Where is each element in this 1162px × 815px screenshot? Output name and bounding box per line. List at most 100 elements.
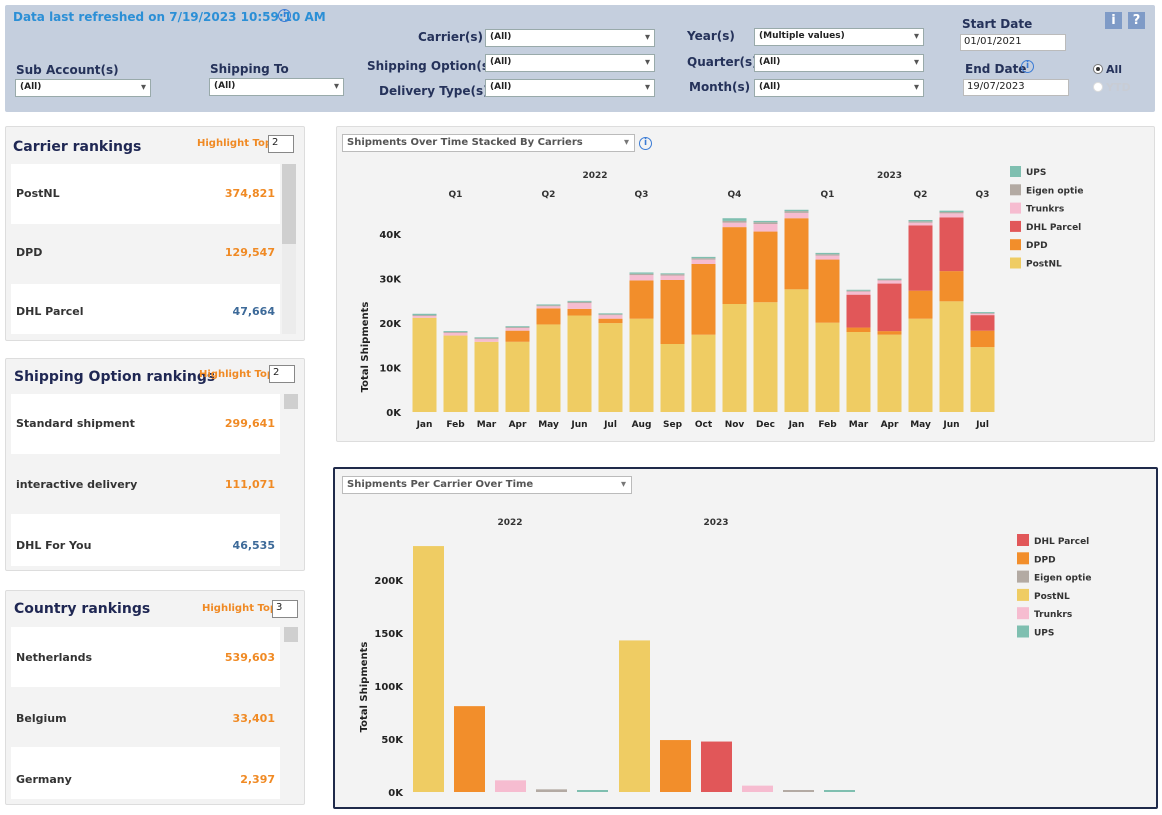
chart-type-select-2[interactable]: Shipments Per Carrier Over Time	[342, 476, 632, 494]
bar-segment	[474, 337, 499, 339]
bar-segment	[505, 341, 530, 412]
country-highlight-input[interactable]: 3	[272, 600, 298, 618]
country-rankings-panel: Country rankings Highlight Top 3 Netherl…	[5, 590, 305, 805]
legend-label: Trunkrs	[1034, 610, 1072, 620]
quarter-label: Q4	[728, 190, 742, 200]
scrollbar[interactable]	[282, 164, 296, 334]
scrollbar[interactable]	[284, 627, 298, 799]
delivery-type-select[interactable]: (All)	[485, 79, 655, 97]
sub-account-select[interactable]: (All)	[15, 79, 151, 97]
shipping-highlight-input[interactable]: 2	[269, 365, 295, 383]
radio-all[interactable]: All	[1093, 63, 1122, 76]
legend-swatch	[1017, 607, 1029, 620]
scroll-thumb[interactable]	[284, 394, 298, 409]
legend-swatch	[1017, 534, 1029, 546]
y-tick-label: 150K	[374, 629, 404, 640]
ranking-name: DHL For You	[16, 539, 92, 552]
bar-segment	[474, 341, 499, 412]
carrier-select[interactable]: (All)	[485, 29, 655, 47]
list-item[interactable]: DPD 129,547	[11, 224, 280, 284]
chart-info-icon[interactable]: i	[639, 137, 652, 150]
list-item[interactable]: Belgium 33,401	[11, 687, 280, 747]
list-item[interactable]: DHL For You 46,535	[11, 514, 280, 566]
bar-segment	[939, 212, 964, 214]
x-tick-label: May	[538, 420, 559, 430]
end-date-info-icon[interactable]: i	[1021, 60, 1034, 73]
carrier-label: Carrier(s)	[418, 30, 484, 44]
ranking-name: interactive delivery	[16, 478, 138, 491]
legend-label: UPS	[1026, 168, 1046, 178]
y-tick-label: 40K	[379, 230, 402, 241]
bar-segment	[877, 283, 902, 332]
bar-segment	[443, 331, 468, 332]
bar	[783, 790, 814, 792]
ranking-name: Netherlands	[16, 651, 93, 664]
list-item[interactable]: Standard shipment 299,641	[11, 394, 280, 454]
bar-segment	[598, 313, 623, 315]
bar-segment	[443, 332, 468, 336]
year-select[interactable]: (Multiple values)	[754, 28, 924, 46]
y-tick-label: 200K	[374, 576, 404, 587]
bar	[577, 790, 608, 792]
quarter-label: Q1	[449, 190, 463, 200]
list-item[interactable]: Netherlands 539,603	[11, 627, 280, 687]
month-select[interactable]: (All)	[754, 79, 924, 97]
y-axis-label: Total Shipments	[360, 302, 371, 393]
list-item[interactable]: interactive delivery 111,071	[11, 454, 280, 514]
bar-segment	[970, 313, 995, 316]
scrollbar[interactable]	[284, 394, 298, 566]
carrier-highlight-input[interactable]: 2	[268, 135, 294, 153]
shipping-highlight-label: Highlight Top	[199, 369, 274, 380]
bar-segment	[598, 318, 623, 324]
y-tick-label: 0K	[386, 408, 402, 419]
bar-segment	[474, 338, 499, 340]
x-tick-label: Mar	[477, 420, 497, 430]
bar-segment	[753, 224, 778, 232]
quarter-select[interactable]: (All)	[754, 54, 924, 72]
bar-segment	[412, 313, 437, 316]
bar-segment	[629, 318, 654, 412]
x-tick-label: Jul	[603, 420, 617, 430]
chart-type-select[interactable]: Shipments Over Time Stacked By Carriers	[342, 134, 635, 152]
carrier-rankings-panel: Carrier rankings Highlight Top 2 PostNL …	[5, 126, 305, 341]
bar-segment	[753, 231, 778, 303]
help-button[interactable]: ?	[1128, 12, 1145, 29]
legend-label: PostNL	[1026, 260, 1062, 270]
bar-segment	[846, 291, 871, 295]
quarter-label: Q3	[635, 190, 649, 200]
bar-segment	[536, 324, 561, 412]
info-icon[interactable]: i	[278, 9, 291, 22]
shipping-to-select[interactable]: (All)	[209, 78, 344, 96]
bar-segment	[877, 280, 902, 284]
carrier-rankings-list: PostNL 374,821 DPD 129,547 DHL Parcel 47…	[11, 164, 280, 334]
scroll-thumb[interactable]	[282, 164, 296, 244]
x-tick-label: Apr	[881, 420, 899, 430]
x-tick-label: Feb	[818, 420, 837, 430]
bar-segment	[970, 330, 995, 348]
shipping-option-select[interactable]: (All)	[485, 54, 655, 72]
bar-segment	[784, 212, 809, 219]
end-date-input[interactable]: 19/07/2023	[963, 79, 1069, 96]
bar-segment	[567, 315, 592, 412]
list-item[interactable]: DHL Parcel 47,664	[11, 284, 280, 334]
list-item[interactable]: PostNL 374,821	[11, 164, 280, 224]
bar-segment	[846, 294, 871, 328]
bar-segment	[691, 264, 716, 335]
scroll-thumb[interactable]	[284, 627, 298, 642]
x-tick-label: Jun	[942, 420, 959, 430]
info-button[interactable]: i	[1105, 12, 1122, 29]
start-date-input[interactable]: 01/01/2021	[960, 34, 1066, 51]
radio-ytd[interactable]: YTD	[1093, 81, 1131, 94]
country-highlight-label: Highlight Top	[202, 603, 277, 614]
bar-segment	[939, 271, 964, 302]
bar-segment	[660, 274, 685, 276]
list-item[interactable]: Germany 2,397	[11, 747, 280, 799]
ranking-value: 2,397	[240, 773, 275, 786]
quarter-label: Q1	[821, 190, 835, 200]
bar-segment	[536, 308, 561, 325]
legend-label: DPD	[1026, 241, 1048, 251]
bar-segment	[505, 327, 530, 328]
bar-segment	[877, 278, 902, 280]
bar-segment	[908, 318, 933, 412]
bar-segment	[660, 275, 685, 280]
